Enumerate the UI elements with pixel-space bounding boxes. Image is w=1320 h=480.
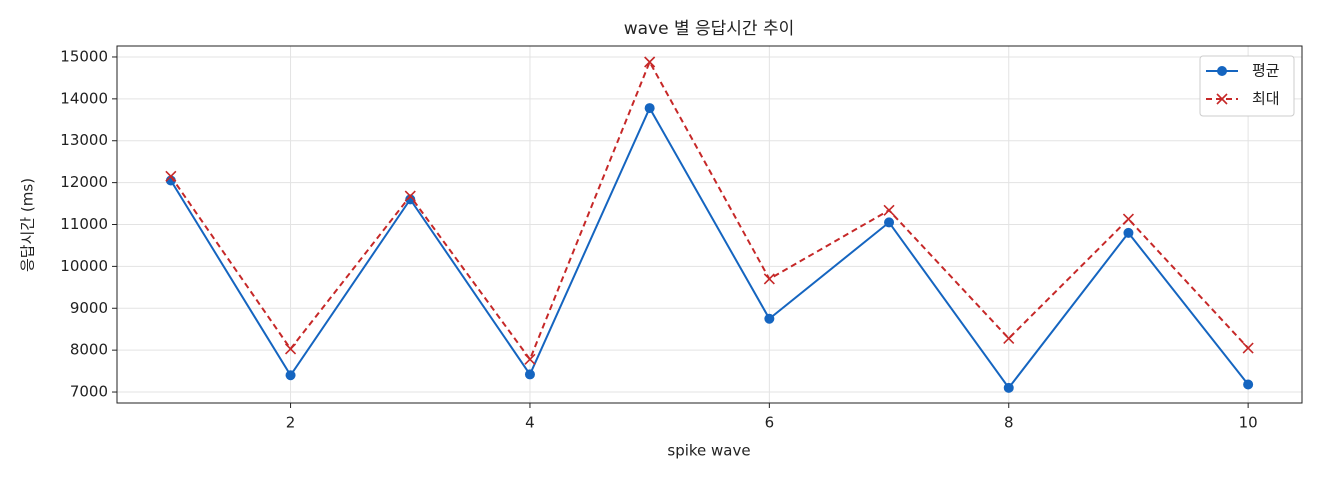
x-tick-label: 4 bbox=[525, 414, 535, 432]
legend-label: 평균 bbox=[1252, 62, 1280, 80]
legend-label: 최대 bbox=[1252, 90, 1280, 108]
marker bbox=[524, 353, 536, 365]
y-tick-label: 10000 bbox=[60, 257, 108, 275]
marker bbox=[1123, 227, 1134, 238]
legend-marker bbox=[1216, 93, 1228, 105]
y-tick-label: 9000 bbox=[70, 299, 108, 317]
plot-frame bbox=[116, 45, 1303, 404]
legend-box bbox=[1199, 55, 1295, 117]
marker bbox=[644, 103, 655, 114]
x-tick-label: 2 bbox=[286, 414, 296, 432]
series-line bbox=[170, 59, 1249, 362]
x-axis-label: spike wave bbox=[667, 442, 750, 460]
marker bbox=[284, 343, 297, 355]
marker bbox=[644, 56, 656, 68]
y-tick-label: 15000 bbox=[60, 47, 108, 65]
x-tick-label: 8 bbox=[1004, 414, 1014, 432]
marker bbox=[1003, 332, 1015, 344]
y-tick-label: 7000 bbox=[70, 383, 108, 401]
series-line bbox=[170, 105, 1249, 390]
y-tick-label: 8000 bbox=[70, 341, 108, 359]
marker bbox=[524, 369, 535, 380]
chart-title: wave 별 응답시간 추이 bbox=[624, 19, 795, 39]
marker bbox=[1122, 213, 1135, 225]
marker bbox=[404, 190, 416, 202]
x-tick-label: 6 bbox=[765, 414, 775, 432]
y-tick-label: 11000 bbox=[60, 215, 108, 233]
y-tick-label: 14000 bbox=[60, 89, 108, 107]
y-tick-label: 13000 bbox=[60, 131, 108, 149]
marker bbox=[763, 273, 775, 285]
legend-marker bbox=[1217, 66, 1227, 76]
y-tick-label: 12000 bbox=[60, 173, 108, 191]
marker bbox=[405, 194, 416, 205]
marker bbox=[285, 370, 296, 381]
x-tick-label: 10 bbox=[1239, 414, 1258, 432]
marker bbox=[1242, 342, 1254, 354]
marker bbox=[764, 313, 775, 324]
marker bbox=[165, 170, 177, 182]
marker bbox=[884, 217, 895, 228]
marker bbox=[1243, 379, 1254, 390]
y-axis-label: 응답시간 (ms) bbox=[19, 178, 37, 272]
marker bbox=[1003, 382, 1014, 393]
marker bbox=[883, 204, 895, 216]
